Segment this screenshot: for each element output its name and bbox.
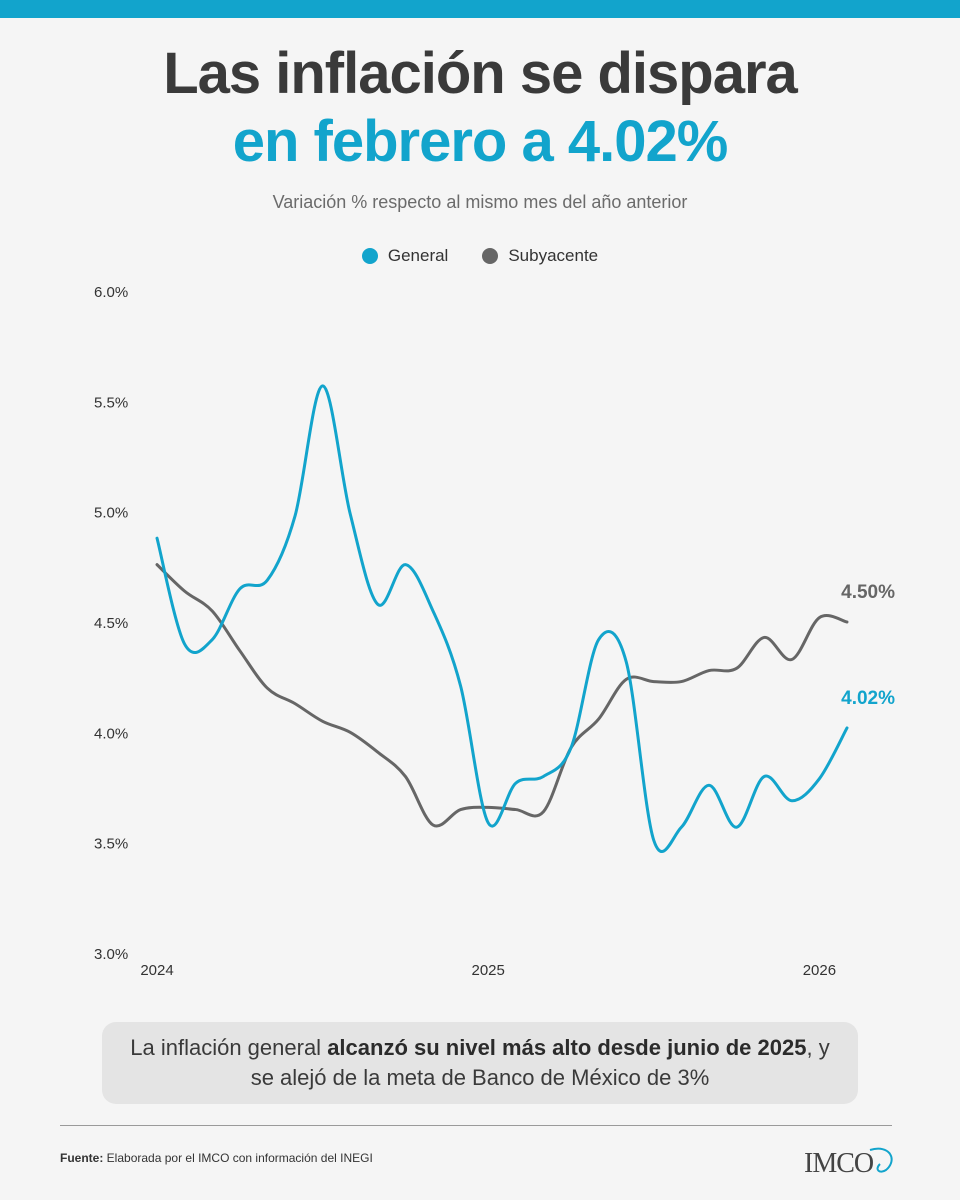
callout-text: La inflación general alcanzó su nivel má…: [120, 1033, 840, 1093]
legend-dot-general: [361, 248, 378, 264]
x-tick-label: 2025: [472, 962, 505, 979]
x-tick-label: 2024: [140, 962, 173, 979]
x-tick-label: 2026: [803, 962, 836, 979]
y-tick-label: 6.0%: [94, 284, 128, 301]
callout-box: La inflación general alcanzó su nivel má…: [102, 1022, 858, 1104]
logo-swoosh: [869, 1147, 893, 1173]
legend-item-general: General: [361, 246, 449, 266]
end-label-subyacente: 4.50%: [841, 582, 895, 603]
source-text: Elaborada por el IMCO con información de…: [103, 1151, 373, 1165]
legend-label-general: General: [387, 246, 449, 265]
title-line-1: Las inflación se dispara: [163, 41, 798, 106]
logo-text: IMCO: [804, 1148, 874, 1179]
callout-text-after: , y se alejó de la meta de Banco de Méxi…: [250, 1035, 830, 1090]
title-line-2: en febrero a 4.02%: [232, 109, 729, 174]
y-tick-label: 3.0%: [94, 946, 128, 963]
footer-divider: [60, 1125, 892, 1126]
series-line-subyacente: [155, 563, 849, 828]
y-tick-label: 4.5%: [94, 615, 128, 632]
source-note: Fuente: Elaborada por el IMCO con inform…: [60, 1151, 373, 1165]
chart-subtitle: Variación % respecto al mismo mes del añ…: [272, 192, 688, 212]
callout-text-bold: alcanzó su nivel más alto desde junio de…: [327, 1035, 807, 1060]
chart-legend: General Subyacente: [0, 246, 960, 266]
imco-logo: IMCO: [804, 1147, 893, 1179]
legend-label-subyacente: Subyacente: [508, 246, 599, 265]
legend-item-subyacente: Subyacente: [482, 246, 598, 266]
line-chart: 3.0% 3.5% 4.0% 4.5% 5.0% 5.5% 6.0% 2024 2025 2026…: [94, 284, 895, 979]
source-label: Fuente:: [60, 1151, 104, 1165]
end-label-general: 4.02%: [841, 688, 895, 709]
y-tick-label: 5.5%: [94, 394, 128, 411]
y-tick-label: 4.0%: [94, 725, 128, 742]
y-tick-label: 3.5%: [94, 836, 128, 853]
legend-dot-subyacente: [482, 248, 499, 264]
y-tick-label: 5.0%: [94, 505, 128, 522]
top-accent-bar: [0, 0, 960, 18]
callout-text-before: La inflación general: [130, 1035, 328, 1060]
series-line-general: [155, 384, 849, 853]
